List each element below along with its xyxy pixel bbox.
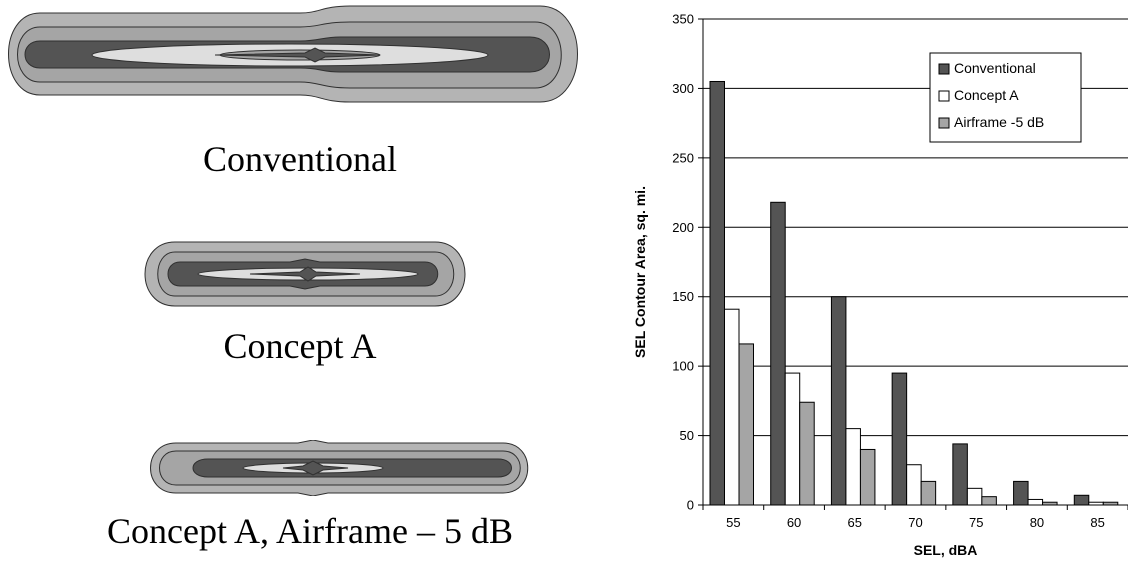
legend-label: Concept A xyxy=(954,87,1019,103)
legend-swatch-conventional xyxy=(938,63,950,75)
bar-conventional-75 xyxy=(952,443,968,506)
y-tick-label: 200 xyxy=(672,220,694,235)
bar-concept-a-75 xyxy=(966,487,983,506)
bar-concept-a-80 xyxy=(1027,498,1044,506)
bar-concept-a-65 xyxy=(845,428,861,506)
y-tick-label: 50 xyxy=(680,428,694,443)
bar-conventional-60 xyxy=(770,201,786,506)
bar-concept-a-55 xyxy=(724,308,740,506)
bar-airframe-5-db-75 xyxy=(981,496,997,506)
bar-conventional-85 xyxy=(1073,494,1090,506)
contour-core xyxy=(214,47,381,63)
concept-a-airframe-caption: Concept A, Airframe – 5 dB xyxy=(107,511,513,551)
concept-a-airframe-contour-image xyxy=(150,440,529,496)
x-tick-label: 60 xyxy=(787,515,801,530)
contour-core xyxy=(282,460,349,476)
x-tick-label: 85 xyxy=(1090,515,1104,530)
bar-conventional-80 xyxy=(1013,480,1029,506)
concept-a-caption: Concept A xyxy=(223,326,377,366)
legend-label: Conventional xyxy=(954,60,1036,76)
bar-airframe-5-db-70 xyxy=(920,480,937,506)
x-axis-title: SEL, dBA xyxy=(914,542,978,558)
y-tick-label: 100 xyxy=(672,359,694,374)
conventional-caption: Conventional xyxy=(203,139,397,179)
concept-a-contour-image xyxy=(144,241,466,307)
legend-swatch-airframe-5-db xyxy=(938,117,950,129)
y-tick-label: 250 xyxy=(672,150,694,165)
legend-swatch-concept-a xyxy=(938,90,950,102)
x-tick-label: 70 xyxy=(908,515,922,530)
y-tick-label: 350 xyxy=(672,12,694,27)
bar-airframe-5-db-55 xyxy=(738,343,754,506)
x-tick-label: 75 xyxy=(969,515,983,530)
conventional-contour-image xyxy=(8,5,578,103)
bar-airframe-5-db-60 xyxy=(799,401,815,506)
legend-box xyxy=(929,52,1082,143)
bar-concept-a-70 xyxy=(906,464,922,506)
legend-label: Airframe -5 dB xyxy=(954,114,1044,130)
bar-conventional-70 xyxy=(891,372,908,506)
x-tick-label: 55 xyxy=(726,515,740,530)
y-tick-label: 300 xyxy=(672,81,694,96)
y-axis-title: SEL Contour Area, sq. mi. xyxy=(632,186,648,358)
y-tick-label: 150 xyxy=(672,289,694,304)
bar-concept-a-60 xyxy=(784,372,801,506)
bar-conventional-65 xyxy=(830,296,847,506)
bar-airframe-5-db-65 xyxy=(859,448,876,506)
x-tick-label: 80 xyxy=(1030,515,1044,530)
x-tick-label: 65 xyxy=(848,515,862,530)
y-tick-label: 0 xyxy=(687,498,694,513)
contour-core xyxy=(249,266,361,282)
bar-conventional-55 xyxy=(709,80,725,506)
